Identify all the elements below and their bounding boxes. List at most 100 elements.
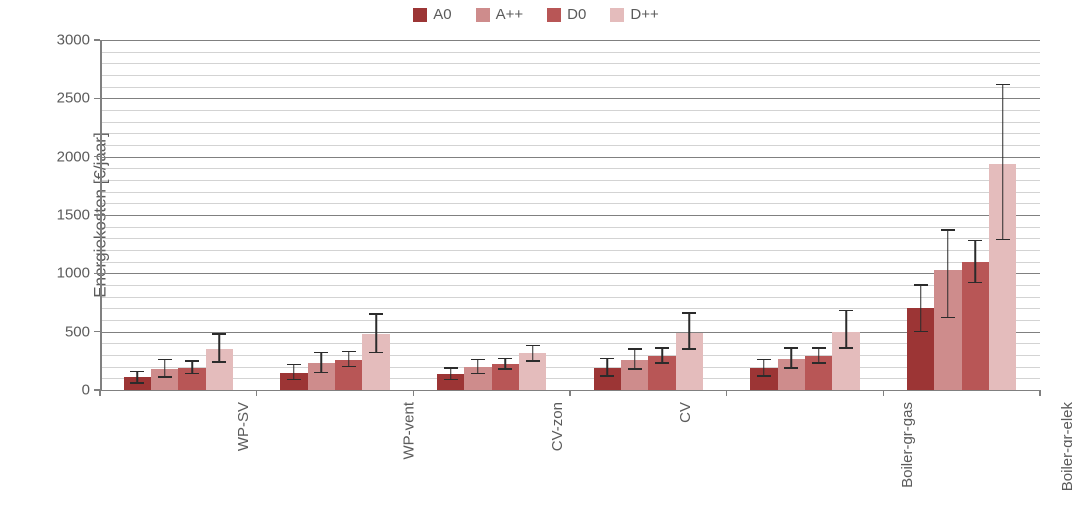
error-cap bbox=[185, 373, 199, 375]
error-cap bbox=[498, 358, 512, 360]
y-tick-label: 0 bbox=[30, 382, 100, 399]
error-cap bbox=[812, 362, 826, 364]
grid-minor bbox=[100, 378, 1040, 379]
grid-minor bbox=[100, 133, 1040, 134]
error-cap bbox=[784, 347, 798, 349]
grid-minor bbox=[100, 145, 1040, 146]
legend-item: D++ bbox=[610, 6, 658, 23]
error-cap bbox=[812, 347, 826, 349]
x-category-label: CV bbox=[677, 402, 694, 423]
error-cap bbox=[996, 239, 1010, 241]
y-tick-label: 3000 bbox=[30, 32, 100, 49]
grid-minor bbox=[100, 87, 1040, 88]
legend-item: A0 bbox=[413, 6, 451, 23]
grid-major bbox=[100, 273, 1040, 274]
error-cap bbox=[757, 359, 771, 361]
error-bar bbox=[321, 353, 323, 373]
error-cap bbox=[839, 347, 853, 349]
error-bar bbox=[293, 364, 295, 379]
error-cap bbox=[287, 379, 301, 381]
grid-minor bbox=[100, 192, 1040, 193]
error-bar bbox=[791, 348, 793, 368]
legend-item: D0 bbox=[547, 6, 586, 23]
grid-minor bbox=[100, 262, 1040, 263]
error-bar bbox=[219, 334, 221, 362]
error-cap bbox=[342, 351, 356, 353]
error-bar bbox=[477, 360, 479, 374]
error-cap bbox=[941, 229, 955, 231]
error-bar bbox=[191, 361, 193, 374]
error-bar bbox=[348, 352, 350, 367]
x-category-label: Boiler-gr-gas bbox=[899, 402, 916, 488]
error-cap bbox=[600, 375, 614, 377]
error-cap bbox=[968, 240, 982, 242]
error-cap bbox=[471, 359, 485, 361]
error-cap bbox=[996, 84, 1010, 86]
error-cap bbox=[314, 372, 328, 374]
error-cap bbox=[784, 367, 798, 369]
error-bar bbox=[606, 359, 608, 377]
x-category-tick bbox=[569, 390, 571, 396]
grid-major bbox=[100, 332, 1040, 333]
grid-minor bbox=[100, 63, 1040, 64]
grid-minor bbox=[100, 343, 1040, 344]
error-cap bbox=[682, 348, 696, 350]
grid-minor bbox=[100, 238, 1040, 239]
x-category-label: WP-vent bbox=[401, 402, 418, 460]
grid-minor bbox=[100, 320, 1040, 321]
error-cap bbox=[471, 373, 485, 375]
legend-label: A0 bbox=[433, 6, 451, 23]
error-bar bbox=[661, 348, 663, 363]
error-cap bbox=[444, 379, 458, 381]
legend-swatch bbox=[610, 8, 624, 22]
error-cap bbox=[655, 347, 669, 349]
error-bar bbox=[975, 241, 977, 283]
error-cap bbox=[655, 362, 669, 364]
error-cap bbox=[839, 310, 853, 312]
error-cap bbox=[914, 331, 928, 333]
y-tick-label: 2500 bbox=[30, 90, 100, 107]
legend-label: D++ bbox=[630, 6, 658, 23]
x-category-tick bbox=[256, 390, 258, 396]
error-bar bbox=[136, 371, 138, 383]
error-cap bbox=[498, 368, 512, 370]
legend-swatch bbox=[476, 8, 490, 22]
error-bar bbox=[532, 346, 534, 361]
grid-minor bbox=[100, 52, 1040, 53]
legend-label: D0 bbox=[567, 6, 586, 23]
error-bar bbox=[947, 230, 949, 318]
error-bar bbox=[689, 313, 691, 349]
error-cap bbox=[757, 375, 771, 377]
error-bar bbox=[920, 285, 922, 332]
error-bar bbox=[845, 311, 847, 348]
error-bar bbox=[634, 349, 636, 369]
error-bar bbox=[1002, 84, 1004, 239]
legend: A0 A++ D0 D++ bbox=[0, 6, 1072, 26]
error-bar bbox=[763, 360, 765, 376]
grid-minor bbox=[100, 180, 1040, 181]
error-cap bbox=[628, 368, 642, 370]
grid-minor bbox=[100, 122, 1040, 123]
grid-major bbox=[100, 157, 1040, 158]
grid-major bbox=[100, 215, 1040, 216]
x-category-tick bbox=[1039, 390, 1041, 396]
error-cap bbox=[444, 367, 458, 369]
y-tick-label: 2000 bbox=[30, 148, 100, 165]
grid-minor bbox=[100, 367, 1040, 368]
error-cap bbox=[158, 376, 172, 378]
error-cap bbox=[914, 284, 928, 286]
grid-minor bbox=[100, 110, 1040, 111]
y-tick-label: 500 bbox=[30, 323, 100, 340]
legend-item: A++ bbox=[476, 6, 524, 23]
error-cap bbox=[130, 382, 144, 384]
error-bar bbox=[450, 368, 452, 380]
x-category-label: CV-zon bbox=[549, 402, 566, 451]
x-category-label: WP-SV bbox=[236, 402, 253, 451]
y-tick-label: 1000 bbox=[30, 265, 100, 282]
grid-minor bbox=[100, 168, 1040, 169]
error-cap bbox=[526, 360, 540, 362]
x-category-tick bbox=[413, 390, 415, 396]
x-category-tick bbox=[99, 390, 101, 396]
energy-cost-chart: A0A++D0D++ Energiekosten [€/jaar] 050010… bbox=[0, 0, 1072, 511]
grid-minor bbox=[100, 285, 1040, 286]
